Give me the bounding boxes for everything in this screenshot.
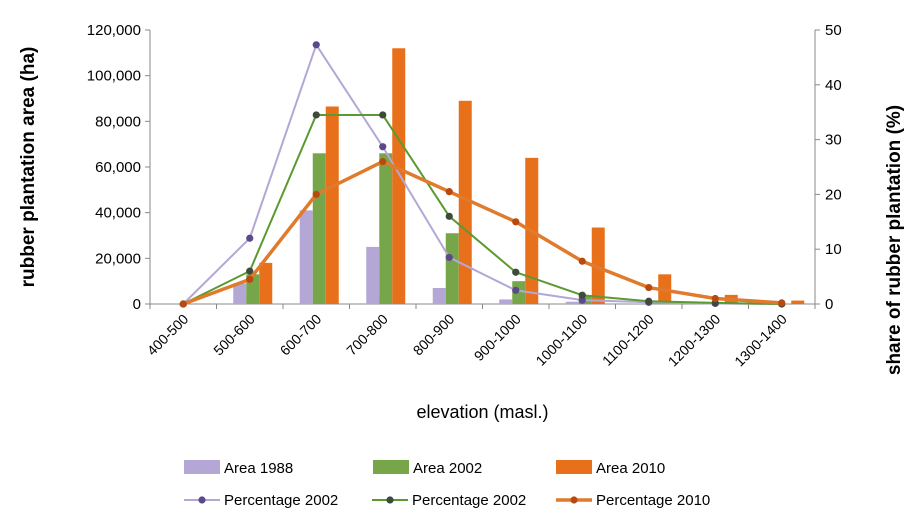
line-point-series-1 [246, 235, 253, 242]
x-tick-label: 500-600 [210, 311, 258, 359]
legend-label: Area 2010 [596, 460, 665, 477]
line-point-series-3 [778, 299, 785, 306]
y-tick-label: 100,000 [87, 68, 141, 85]
line-point-series-2 [579, 292, 586, 299]
bar-area-2002 [313, 153, 326, 304]
line-point-series-2 [379, 111, 386, 118]
legend-swatch-area-2002 [373, 460, 409, 474]
y-tick-label: 120,000 [87, 22, 141, 39]
x-tick-label: 1000-1100 [532, 311, 590, 369]
line-point-series-3 [313, 191, 320, 198]
bar-area-1988 [300, 210, 313, 304]
bar-area-1988 [566, 302, 579, 304]
legend-label: Percentage 2002 [224, 492, 338, 509]
line-point-series-3 [712, 295, 719, 302]
bar-area-1988 [433, 288, 446, 304]
legend-marker-3 [570, 496, 577, 503]
bar-area-2010 [259, 263, 272, 304]
legend-swatch-area-2010 [556, 460, 592, 474]
legend-marker-2 [386, 496, 393, 503]
y2-tick-label: 40 [825, 77, 842, 94]
x-tick-label: 600-700 [277, 311, 325, 359]
line-point-series-1 [512, 287, 519, 294]
y2-tick-label: 0 [825, 296, 833, 313]
y2-tick-label: 50 [825, 22, 842, 39]
line-point-series-3 [246, 276, 253, 283]
line-point-series-2 [512, 269, 519, 276]
legend-marker-1 [198, 496, 205, 503]
y2-tick-label: 30 [825, 132, 842, 149]
x-tick-label: 1200-1300 [665, 311, 724, 370]
line-point-series-2 [446, 213, 453, 220]
x-tick-label: 800-900 [410, 311, 458, 359]
line-point-series-3 [446, 188, 453, 195]
bar-area-2010 [326, 106, 339, 304]
line-series-1 [183, 45, 782, 304]
line-series-2 [183, 115, 782, 304]
x-tick-label: 1100-1200 [599, 311, 657, 369]
x-tick-label: 900-1000 [471, 311, 524, 364]
y-tick-label: 80,000 [95, 113, 141, 130]
bar-area-2010 [791, 301, 804, 304]
x-tick-label: 700-800 [343, 311, 391, 359]
line-point-series-3 [180, 300, 187, 307]
line-point-series-3 [645, 284, 652, 291]
bar-area-2002 [379, 153, 392, 304]
line-point-series-1 [446, 254, 453, 261]
y2-axis-title: share of rubber plantation (%) [884, 105, 905, 375]
legend-label: Area 2002 [413, 460, 482, 477]
line-point-series-1 [379, 143, 386, 150]
bar-area-1988 [632, 303, 645, 304]
line-point-series-2 [645, 298, 652, 305]
y-tick-label: 0 [133, 296, 141, 313]
x-tick-label: 400-500 [144, 311, 192, 359]
legend-label: Percentage 2010 [596, 492, 710, 509]
legend-swatch-area-1988 [184, 460, 220, 474]
bar-area-1988 [366, 247, 379, 304]
bar-area-2002 [446, 233, 459, 304]
y-tick-label: 40,000 [95, 205, 141, 222]
y-tick-label: 20,000 [95, 250, 141, 267]
x-axis-title: elevation (masl.) [416, 402, 548, 422]
x-tick-label: 1300-1400 [731, 311, 790, 370]
line-point-series-3 [512, 218, 519, 225]
bar-area-2010 [392, 48, 405, 304]
legend-label: Area 1988 [224, 460, 293, 477]
line-series-3 [183, 162, 782, 304]
y2-tick-label: 20 [825, 186, 842, 203]
line-point-series-2 [313, 111, 320, 118]
y2-tick-label: 10 [825, 241, 842, 258]
bar-area-1988 [499, 299, 512, 304]
line-point-series-1 [313, 41, 320, 48]
y-axis-title: rubber plantation area (ha) [18, 47, 39, 288]
line-point-series-3 [579, 258, 586, 265]
line-point-series-3 [379, 158, 386, 165]
y-tick-label: 60,000 [95, 159, 141, 176]
legend-label: Percentage 2002 [412, 492, 526, 509]
